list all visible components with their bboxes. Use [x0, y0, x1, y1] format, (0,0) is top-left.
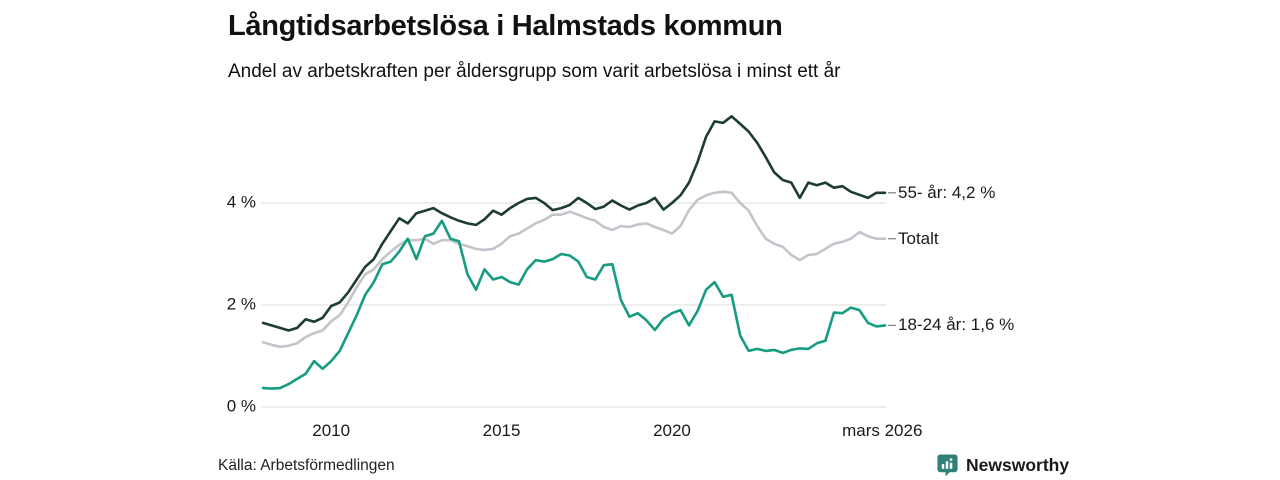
x-tick-label-2: 2020: [653, 421, 691, 440]
series-end-label-2: 18-24 år: 1,6 %: [898, 315, 1015, 335]
x-tick-label-0: 2010: [312, 421, 351, 440]
page-title: Långtidsarbetslösa i Halmstads kommun: [228, 10, 783, 42]
series-end-label-1: Totalt: [898, 228, 939, 248]
series-line-18-24r: [261, 219, 887, 390]
x-tick-label-3: mars 2026: [842, 421, 923, 440]
y-tick-label-1: 2 %: [226, 294, 256, 314]
series-line-totalt: [261, 190, 887, 349]
y-tick-label-0: 0 %: [226, 396, 256, 416]
x-tick-label-1: 2015: [482, 421, 521, 440]
series-end-label-0: 55- år: 4,2 %: [898, 182, 996, 202]
series-line-55-r: [261, 115, 887, 332]
newsworthy-logo: Newsworthy: [936, 453, 1069, 477]
bar-chart-speech-bubble-icon: [936, 453, 959, 477]
newsworthy-brand-text: Newsworthy: [966, 454, 1070, 475]
page-subtitle: Andel av arbetskraften per åldersgrupp s…: [228, 61, 841, 82]
source-note: Källa: Arbetsförmedlingen: [218, 457, 395, 474]
y-tick-label-2: 4 %: [226, 192, 256, 212]
